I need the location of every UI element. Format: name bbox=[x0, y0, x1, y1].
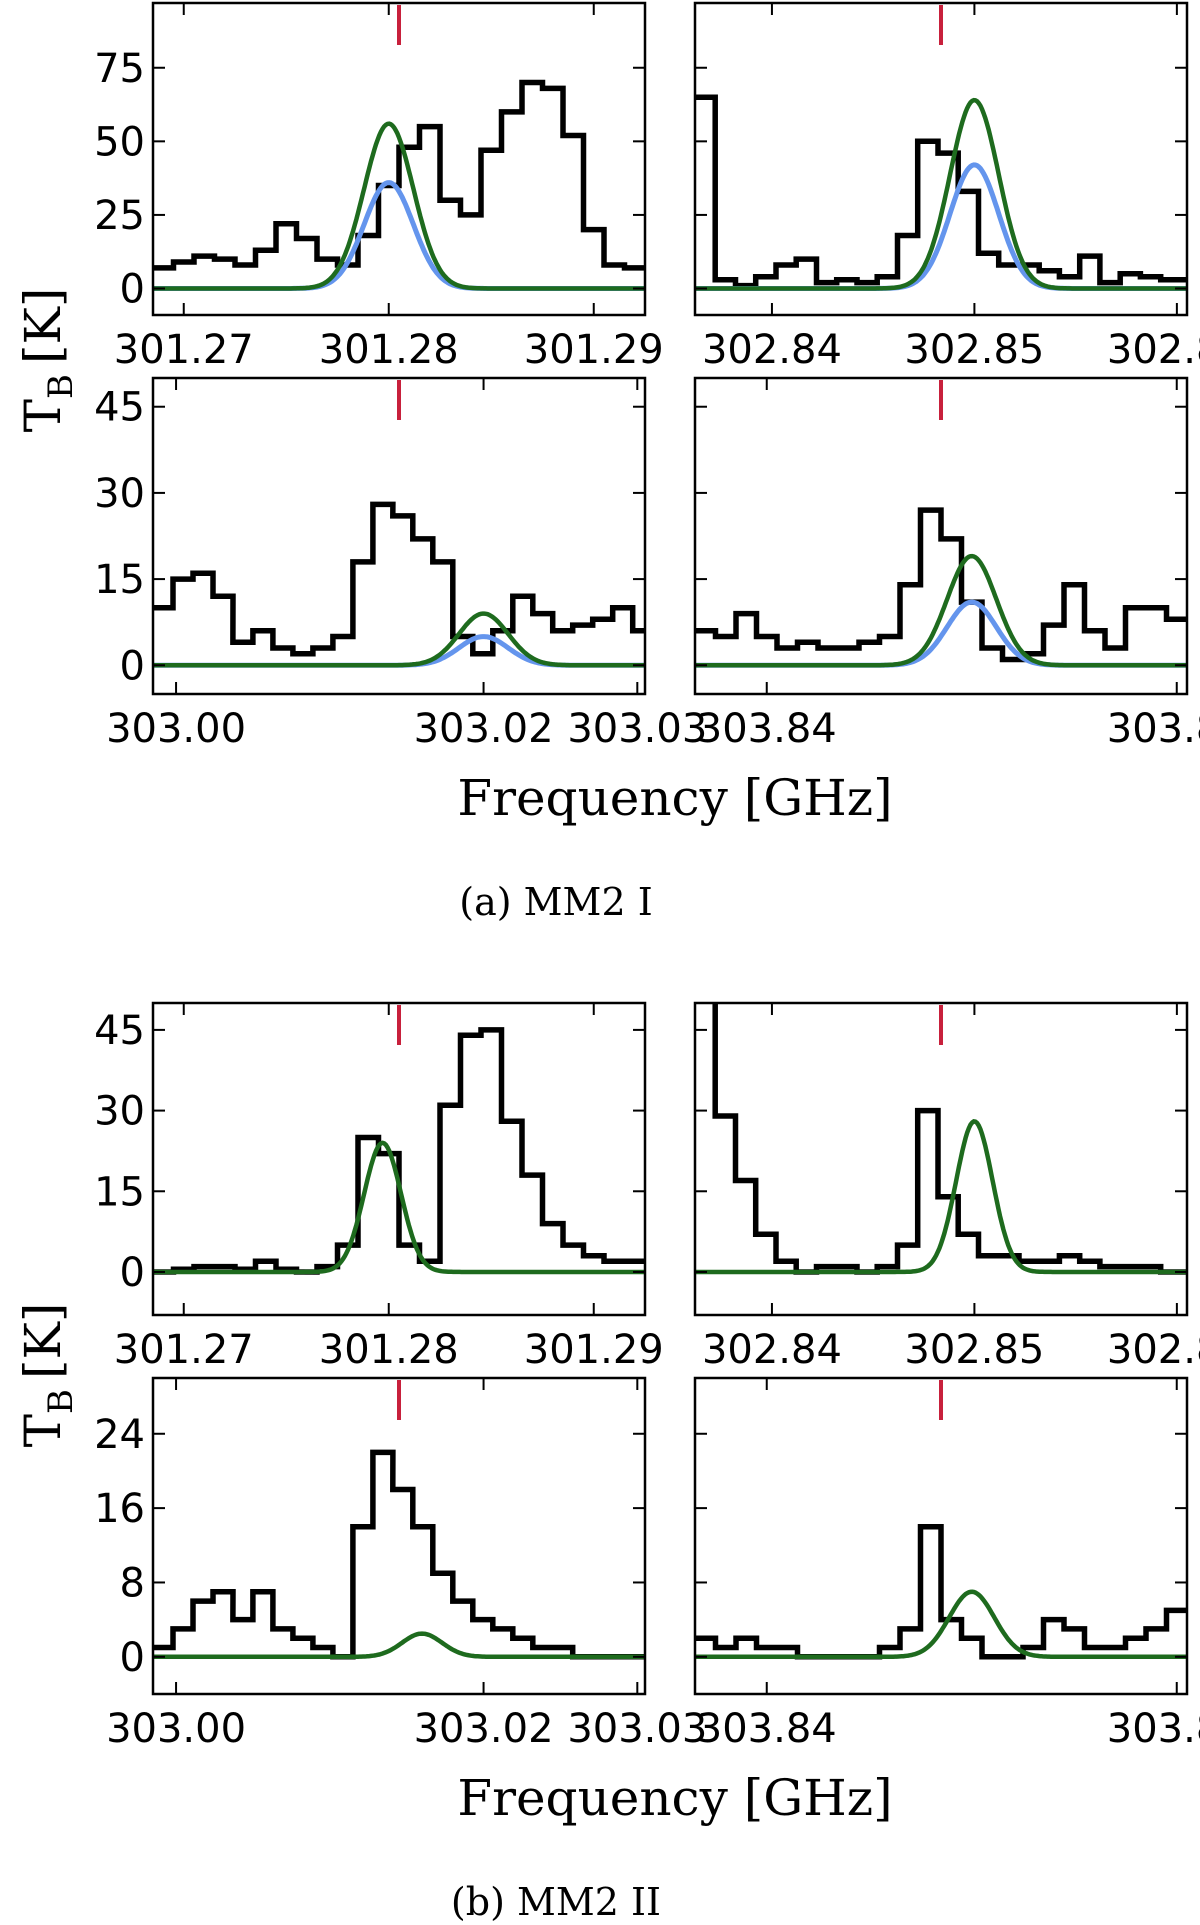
series-model_green-fig1-r1c1 bbox=[695, 1589, 1187, 1660]
svg-text:TB[K]: TB [K] bbox=[14, 1303, 81, 1448]
panel-fig1-r0c0: 0 15 30 45 301.27 301.28 301.29 bbox=[94, 1001, 664, 1373]
panel-fig1-r1c0: 0 8 16 24 303.00 303.02 303.03 bbox=[94, 1376, 707, 1752]
frame-fig0-r0c1 bbox=[693, 1, 1189, 317]
series-observed-fig1-r0c1 bbox=[712, 1003, 1187, 1275]
y-axis-title-b: TB [K] bbox=[14, 1303, 81, 1448]
xtick-label-fig1-r0c0-0: 301.27 bbox=[114, 1327, 254, 1373]
ytick-label-fig0-r0c0-3: 75 bbox=[94, 46, 145, 92]
x-axis-title-b: Frequency [GHz] bbox=[457, 1769, 892, 1827]
ytick-label-fig1-r1c0-2: 16 bbox=[94, 1486, 145, 1532]
panel-fig0-r0c0: 0 25 50 75 301.27 301.28 301.29 bbox=[94, 1, 664, 373]
xtick-label-fig1-r0c1-2: 302.86 bbox=[1107, 1327, 1200, 1373]
frame-fig1-r0c1 bbox=[693, 1001, 1189, 1317]
xtick-label-fig0-r1c0-2: 303.03 bbox=[567, 706, 707, 752]
series-observed-fig0-r1c0 bbox=[153, 501, 645, 657]
series-model_green-fig0-r1c1 bbox=[695, 553, 1187, 668]
ylabel-main-a: T bbox=[14, 399, 72, 432]
ytick-label-fig0-r1c0-0: 0 bbox=[120, 643, 145, 689]
xtick-label-fig1-r1c1-0: 303.84 bbox=[697, 1706, 837, 1752]
ytick-label-fig1-r0c0-2: 30 bbox=[94, 1089, 145, 1135]
ytick-label-fig1-r0c0-0: 0 bbox=[120, 1250, 145, 1296]
x-axis-title-a: Frequency [GHz] bbox=[457, 769, 892, 827]
panel-fig0-r1c0: 0 15 30 45 303.00 303.02 303.03 bbox=[94, 376, 707, 752]
series-model_blue-fig0-r0c0 bbox=[153, 180, 645, 291]
series-model_green-fig0-r0c1 bbox=[695, 97, 1187, 291]
series-model_green-fig0-r1c0 bbox=[153, 611, 645, 668]
panel-fig1-r0c1: 302.84 302.85 302.86 bbox=[693, 1001, 1200, 1373]
ylabel-main-b: T bbox=[14, 1414, 72, 1447]
xtick-label-fig1-r0c0-1: 301.28 bbox=[319, 1327, 459, 1373]
series-model_blue-fig0-r1c0 bbox=[153, 634, 645, 668]
xtick-label-fig0-r0c0-0: 301.27 bbox=[114, 327, 254, 373]
series-observed-fig0-r1c1 bbox=[695, 507, 1187, 663]
xtick-label-fig1-r0c0-2: 301.29 bbox=[524, 1327, 664, 1373]
xtick-label-fig0-r1c1-0: 303.84 bbox=[697, 706, 837, 752]
ylabel-unit-b: [K] bbox=[14, 1303, 72, 1379]
xtick-label-fig1-r1c0-1: 303.02 bbox=[414, 1706, 554, 1752]
ylabel-sub-b: B bbox=[41, 1389, 81, 1414]
frame-fig0-r0c0 bbox=[151, 1, 647, 317]
xtick-label-fig1-r1c0-0: 303.00 bbox=[106, 1706, 246, 1752]
series-model_green-fig0-r0c0 bbox=[153, 121, 645, 291]
series-model_blue-fig0-r0c1 bbox=[695, 162, 1187, 291]
caption-a: (a) MM2 I bbox=[459, 880, 652, 924]
series-observed-fig1-r1c1 bbox=[695, 1523, 1187, 1660]
xtick-label-fig0-r0c1-1: 302.85 bbox=[904, 327, 1044, 373]
frame-fig1-r1c0 bbox=[151, 1376, 647, 1696]
ytick-label-fig1-r0c0-3: 45 bbox=[94, 1008, 145, 1054]
series-observed-fig0-r0c1 bbox=[695, 94, 1187, 289]
xtick-label-fig0-r0c0-1: 301.28 bbox=[319, 327, 459, 373]
ylabel-sub-a: B bbox=[41, 374, 81, 399]
xtick-label-fig0-r1c0-1: 303.02 bbox=[414, 706, 554, 752]
ytick-label-fig1-r0c0-1: 15 bbox=[94, 1169, 145, 1215]
xtick-label-fig0-r1c0-0: 303.00 bbox=[106, 706, 246, 752]
xtick-label-fig0-r1c1-1: 303.86 bbox=[1107, 706, 1200, 752]
series-observed-fig1-r0c0 bbox=[153, 1027, 645, 1275]
ytick-label-fig0-r1c0-3: 45 bbox=[94, 385, 145, 431]
series-model_green-fig1-r0c0 bbox=[153, 1140, 645, 1275]
xtick-label-fig0-r0c0-2: 301.29 bbox=[524, 327, 664, 373]
ytick-label-fig0-r0c0-2: 50 bbox=[94, 119, 145, 165]
ytick-label-fig0-r0c0-1: 25 bbox=[94, 193, 145, 239]
frame-fig1-r0c0 bbox=[151, 1001, 647, 1317]
panel-fig0-r0c1: 302.84 302.85 302.86 bbox=[693, 1, 1200, 373]
xtick-label-fig1-r0c1-0: 302.84 bbox=[702, 1327, 842, 1373]
xtick-label-fig1-r1c1-1: 303.86 bbox=[1107, 1706, 1200, 1752]
frame-fig0-r1c1 bbox=[693, 376, 1189, 696]
ytick-label-fig0-r0c0-0: 0 bbox=[120, 267, 145, 313]
frame-fig0-r1c0 bbox=[151, 376, 647, 696]
ytick-label-fig1-r1c0-3: 24 bbox=[94, 1412, 145, 1458]
series-model_green-fig1-r1c0 bbox=[153, 1631, 645, 1660]
frame-fig1-r1c1 bbox=[693, 1376, 1189, 1696]
ylabel-unit-a: [K] bbox=[14, 288, 72, 364]
ytick-label-fig0-r1c0-1: 15 bbox=[94, 557, 145, 603]
xtick-label-fig1-r0c1-1: 302.85 bbox=[904, 1327, 1044, 1373]
y-axis-title-a: TB [K] bbox=[14, 288, 81, 433]
ytick-label-fig1-r1c0-0: 0 bbox=[120, 1635, 145, 1681]
svg-text:TB[K]: TB [K] bbox=[14, 288, 81, 433]
ytick-label-fig0-r1c0-2: 30 bbox=[94, 471, 145, 517]
series-observed-fig0-r0c0 bbox=[153, 79, 645, 271]
caption-b: (b) MM2 II bbox=[451, 1880, 661, 1924]
ytick-label-fig1-r1c0-1: 8 bbox=[120, 1560, 145, 1606]
series-model_green-fig1-r0c1 bbox=[695, 1119, 1187, 1275]
series-observed-fig1-r1c0 bbox=[153, 1449, 645, 1660]
xtick-label-fig0-r0c1-0: 302.84 bbox=[702, 327, 842, 373]
xtick-label-fig0-r0c1-2: 302.86 bbox=[1107, 327, 1200, 373]
xtick-label-fig1-r1c0-2: 303.03 bbox=[567, 1706, 707, 1752]
